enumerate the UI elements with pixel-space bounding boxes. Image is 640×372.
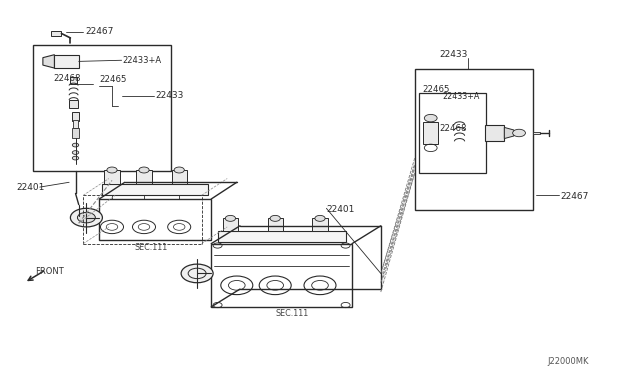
Text: 22465: 22465: [99, 76, 127, 84]
Circle shape: [181, 264, 213, 283]
Bar: [423, 122, 438, 144]
Circle shape: [139, 167, 149, 173]
Text: 22433+A: 22433+A: [123, 56, 162, 65]
Text: J22000MK: J22000MK: [547, 357, 589, 366]
Bar: [33, 45, 171, 171]
Bar: [136, 170, 152, 184]
Text: FRONT: FRONT: [35, 267, 64, 276]
Polygon shape: [504, 127, 514, 139]
Bar: [72, 128, 79, 138]
Text: 22468: 22468: [53, 74, 81, 83]
Bar: [223, 218, 238, 231]
Circle shape: [72, 143, 79, 147]
Circle shape: [225, 215, 236, 221]
Circle shape: [70, 208, 102, 227]
Bar: [69, 100, 78, 108]
Bar: [102, 184, 208, 195]
Bar: [218, 231, 346, 242]
Text: 22401: 22401: [16, 183, 44, 192]
Bar: [485, 125, 504, 141]
Circle shape: [72, 151, 79, 154]
Bar: [51, 31, 61, 36]
Bar: [172, 170, 187, 184]
Circle shape: [107, 167, 117, 173]
Bar: [415, 69, 533, 210]
Text: SEC.111: SEC.111: [134, 243, 168, 252]
Bar: [312, 218, 328, 231]
Bar: [104, 170, 120, 184]
Text: 22401: 22401: [326, 205, 355, 214]
Bar: [99, 199, 211, 240]
Text: SEC.111: SEC.111: [275, 309, 308, 318]
Text: 22465: 22465: [422, 85, 450, 94]
Circle shape: [72, 156, 79, 160]
Polygon shape: [43, 55, 54, 68]
Bar: [533, 131, 540, 134]
Bar: [419, 93, 486, 173]
Bar: [70, 77, 77, 84]
Bar: [211, 244, 352, 307]
Bar: [268, 218, 283, 231]
Circle shape: [424, 114, 437, 122]
Text: 22433+A: 22433+A: [443, 92, 480, 101]
Circle shape: [513, 129, 525, 137]
Circle shape: [315, 215, 325, 221]
Text: 22468: 22468: [440, 125, 467, 134]
Bar: [73, 120, 78, 128]
Circle shape: [270, 215, 280, 221]
Text: 22433: 22433: [439, 50, 468, 59]
Text: 22433: 22433: [156, 91, 184, 100]
Bar: [54, 55, 79, 68]
Text: 22467: 22467: [85, 27, 113, 36]
Text: 22467: 22467: [560, 192, 588, 201]
Bar: [72, 112, 79, 121]
Circle shape: [174, 167, 184, 173]
Circle shape: [77, 212, 95, 223]
